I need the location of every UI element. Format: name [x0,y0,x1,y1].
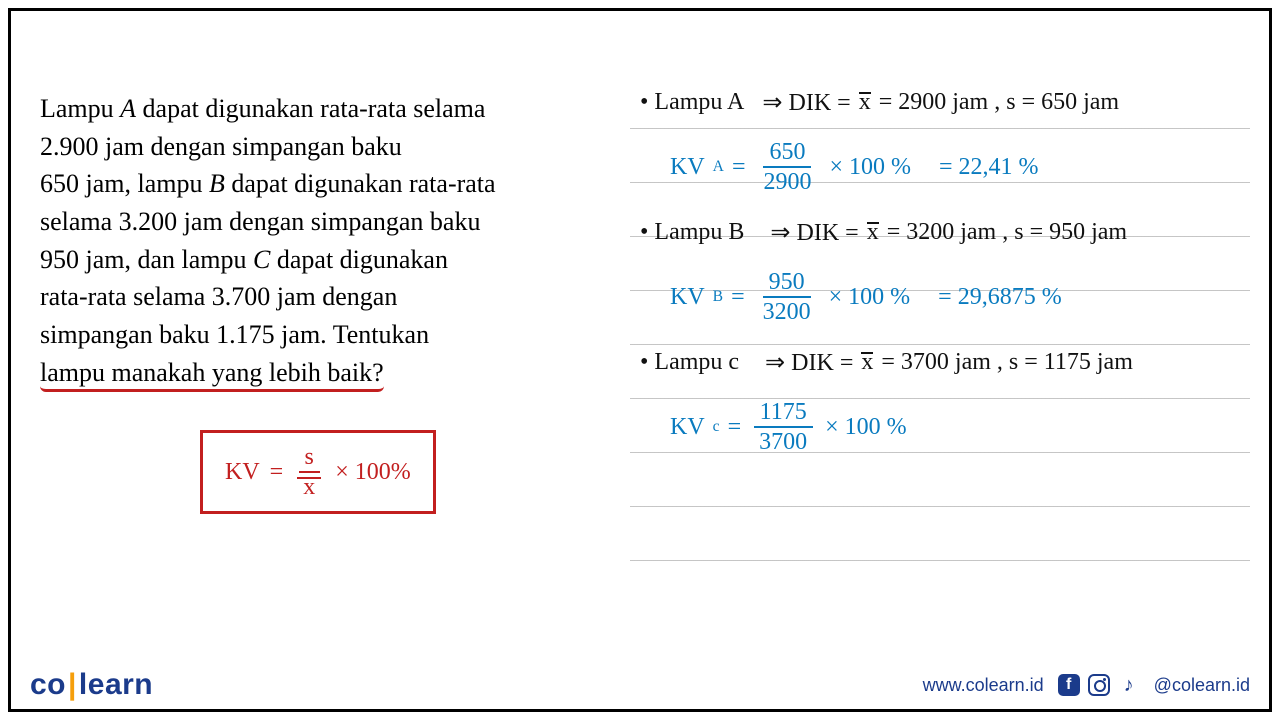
row-a-dik: • Lampu A ⇒ DIK = x = 2900 jam , s = 650… [640,75,1240,129]
formula-fraction: s x [297,445,321,499]
footer: co|learn www.colearn.id f ♪ @colearn.id [30,668,1250,702]
logo-part-b: learn [79,668,153,701]
xbar: x [867,219,879,246]
work-column: • Lampu A ⇒ DIK = x = 2900 jam , s = 650… [640,75,1240,465]
footer-url: www.colearn.id [923,675,1044,696]
logo-sep: | [68,668,77,701]
lamp-c-label: • Lampu c [640,349,739,376]
kv-b-lhs: KV [670,284,705,311]
kv-a-sub: A [713,158,724,176]
frac-num: s [299,445,320,473]
logo-part-a: co [30,668,66,701]
t: simpangan baku 1.175 jam. Tentukan [40,320,429,349]
formula-box: KV = s x × 100% [200,430,436,514]
xbar: x [861,349,873,376]
lamp-a-label: • Lampu A [640,89,744,116]
formula-lhs: KV [225,459,260,486]
t: selama 3.200 jam dengan simpangan baku [40,207,480,236]
formula-rhs: × 100% [335,459,411,486]
t: dapat digunakan rata-rata selama [136,94,485,123]
d: 3700 [753,428,813,454]
instagram-icon [1088,674,1110,696]
c-vals: = 3700 jam , s = 1175 jam [881,349,1133,376]
footer-handle: @colearn.id [1154,675,1250,696]
eq: = [731,284,745,311]
a-dik: ⇒ DIK = [762,88,850,117]
eq: = [270,459,284,486]
kv-b-mid: × 100 % [829,284,911,311]
eq: = [732,154,746,181]
frac-den: x [297,473,321,499]
kv-b-res: = 29,6875 % [938,284,1062,311]
kv-c-frac: 1175 3700 [753,400,813,454]
d: 3200 [757,298,817,324]
kv-a-lhs: KV [670,154,705,181]
problem-text: Lampu A dapat digunakan rata-rata selama… [40,90,600,392]
var-b: B [209,169,225,198]
t: rata-rata selama 3.700 jam dengan [40,282,397,311]
row-b-dik: • Lampu B ⇒ DIK = x = 3200 jam , s = 950… [640,205,1240,259]
t: 650 jam, lampu [40,169,209,198]
kv-a-frac: 650 2900 [757,140,817,194]
question-underline: lampu manakah yang lebih baik? [40,358,384,392]
b-dik: ⇒ DIK = [770,218,858,247]
t: dapat digunakan [270,245,448,274]
var-a: A [120,94,136,123]
kv-a-res: = 22,41 % [939,154,1039,181]
kv-c-sub: c [713,418,720,436]
d: 2900 [757,168,817,194]
xbar: x [859,89,871,116]
t: Lampu [40,94,120,123]
t: 950 jam, dan lampu [40,245,253,274]
kv-b-frac: 950 3200 [757,270,817,324]
t: dapat digunakan rata-rata [225,169,496,198]
n: 950 [763,270,811,298]
kv-c-mid: × 100 % [825,414,907,441]
social-icons: f ♪ [1058,674,1140,696]
brand-logo: co|learn [30,668,153,702]
row-b-kv: KV B = 950 3200 × 100 % = 29,6875 % [640,259,1240,335]
row-a-kv: KV A = 650 2900 × 100 % = 22,41 % [640,129,1240,205]
eq: = [728,414,742,441]
row-c-kv: KV c = 1175 3700 × 100 % [640,389,1240,465]
var-c: C [253,245,270,274]
b-vals: = 3200 jam , s = 950 jam [887,219,1127,246]
n: 1175 [754,400,813,428]
kv-b-sub: B [713,288,723,306]
lamp-b-label: • Lampu B [640,219,744,246]
problem-column: Lampu A dapat digunakan rata-rata selama… [40,90,600,392]
kv-a-mid: × 100 % [829,154,911,181]
c-dik: ⇒ DIK = [765,348,853,377]
footer-right: www.colearn.id f ♪ @colearn.id [923,674,1250,696]
a-vals: = 2900 jam , s = 650 jam [879,89,1119,116]
n: 650 [763,140,811,168]
row-c-dik: • Lampu c ⇒ DIK = x = 3700 jam , s = 117… [640,335,1240,389]
t: 2.900 jam dengan simpangan baku [40,132,402,161]
tiktok-icon: ♪ [1118,674,1140,696]
kv-c-lhs: KV [670,414,705,441]
facebook-icon: f [1058,674,1080,696]
